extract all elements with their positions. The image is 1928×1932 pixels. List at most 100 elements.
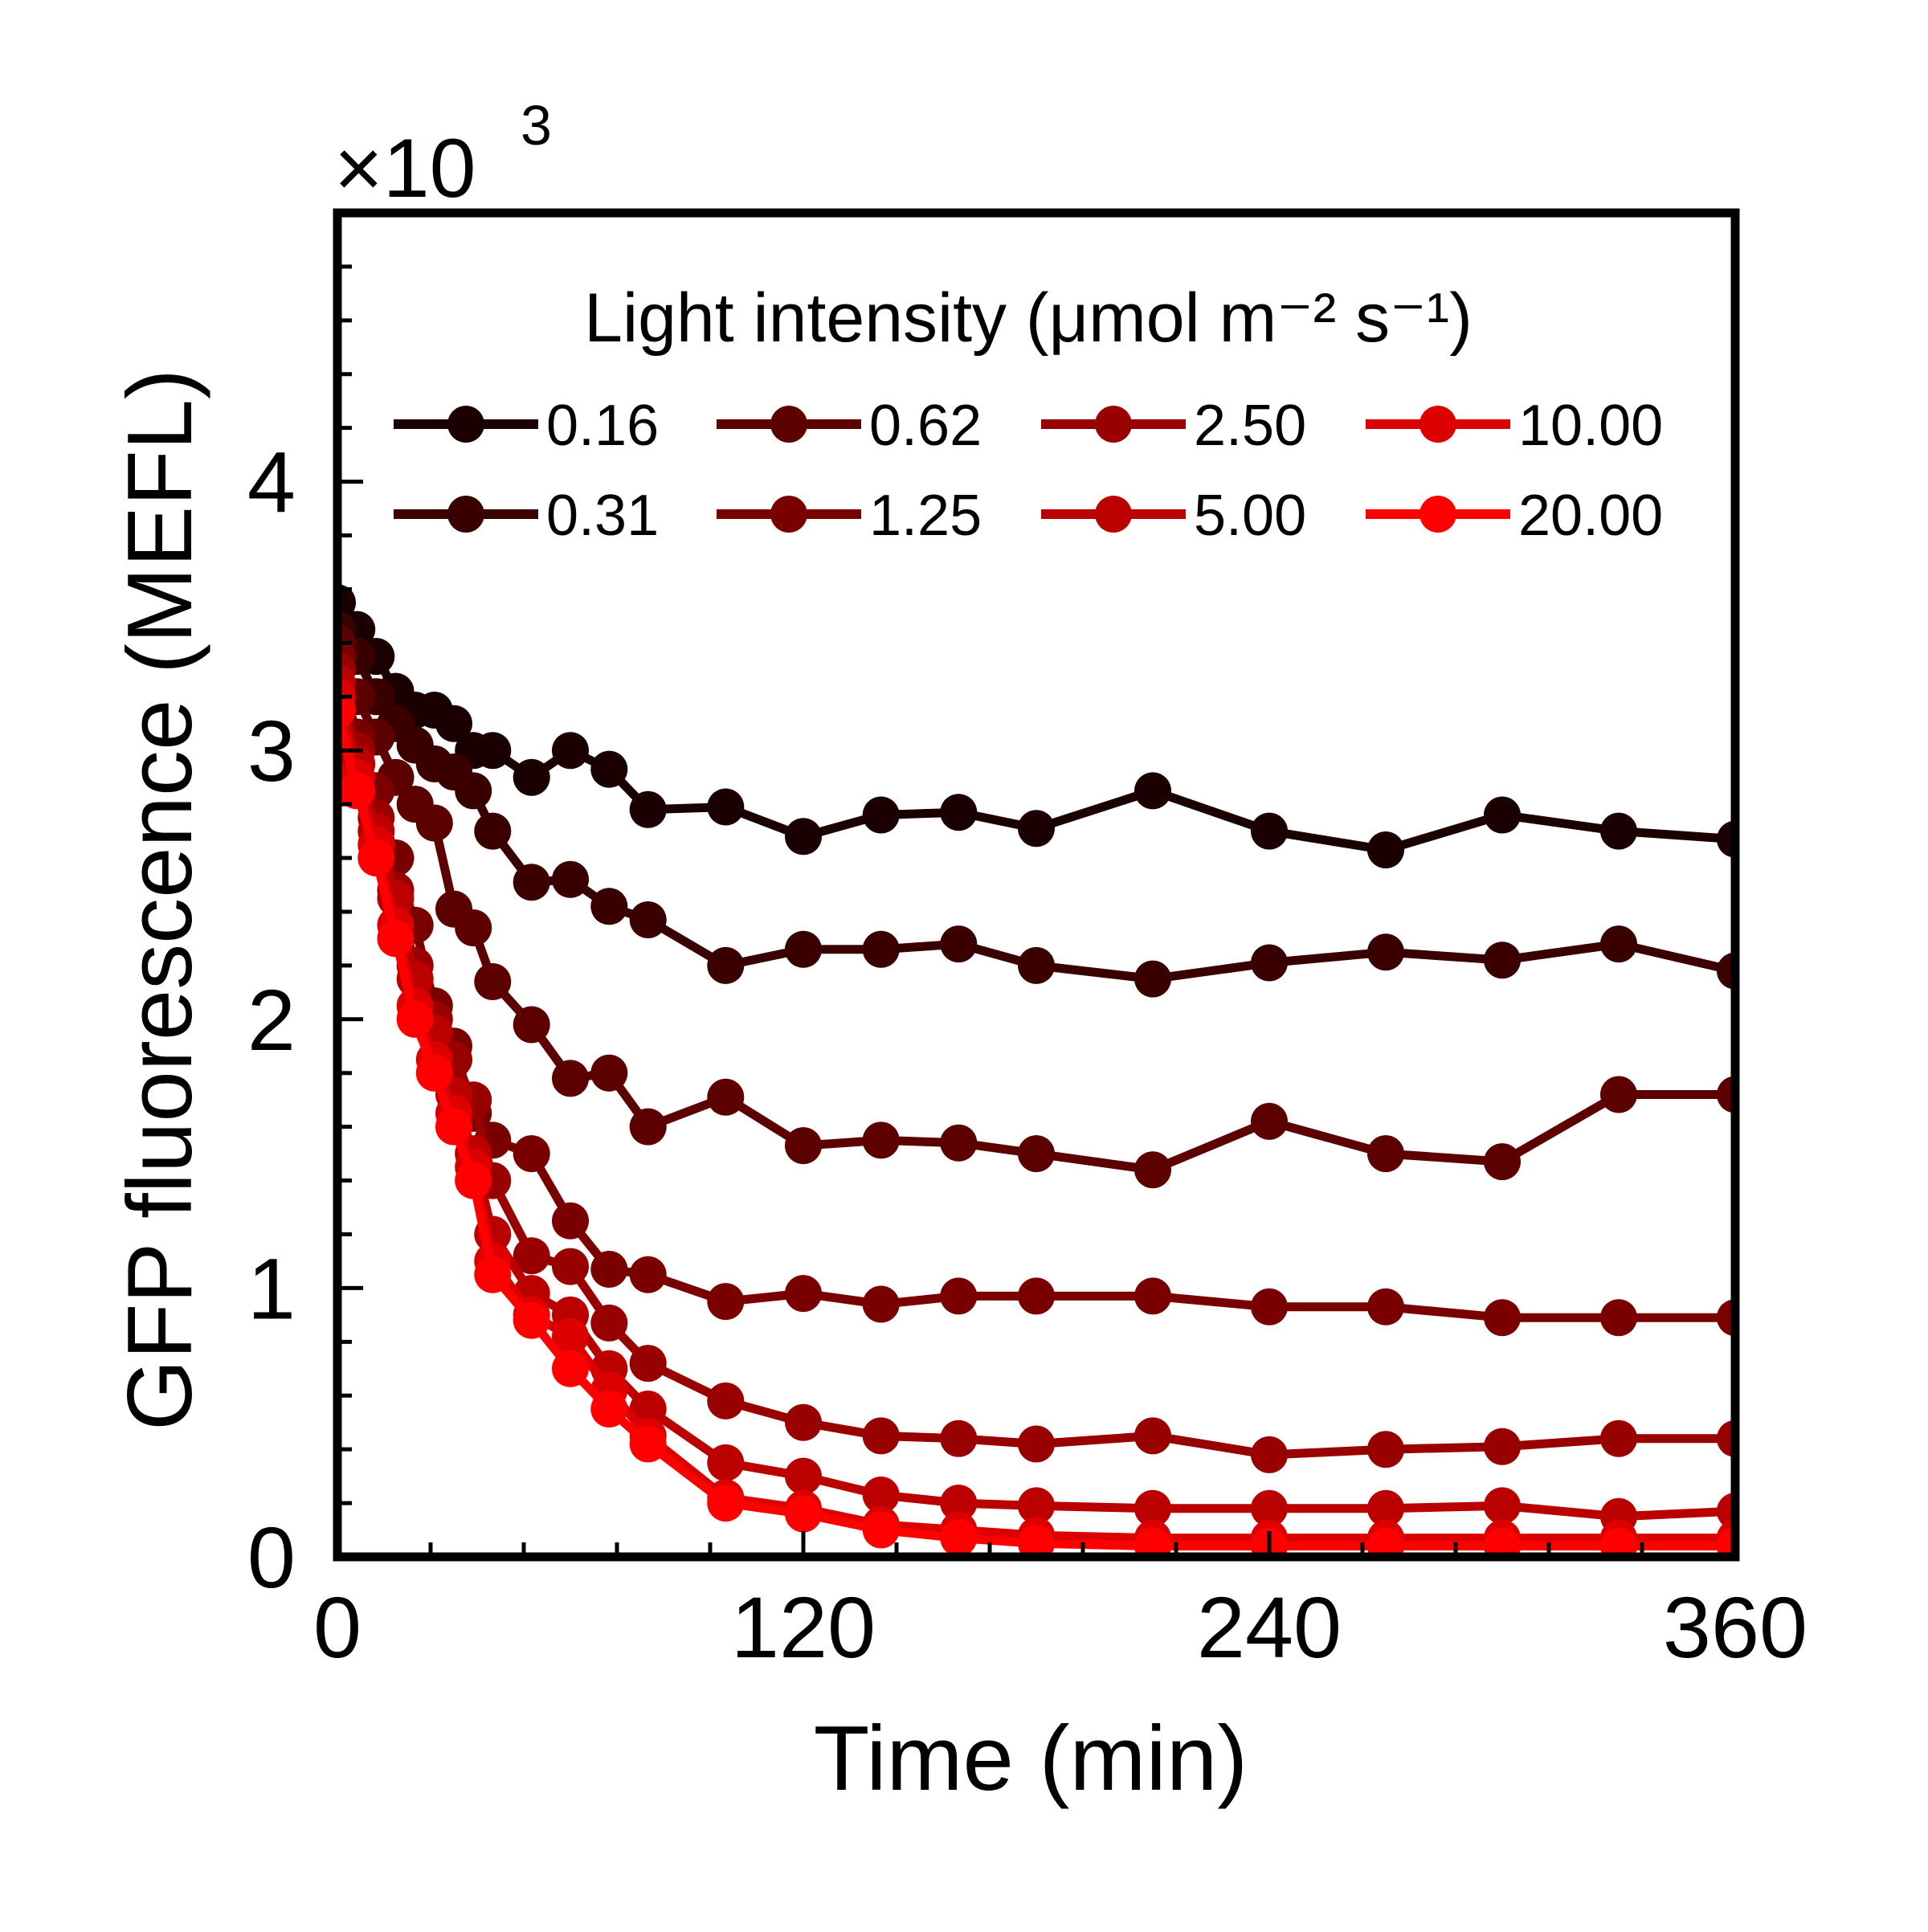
data-point [1018, 1525, 1055, 1557]
data-point [940, 794, 978, 831]
axes-layer: 0 120 240 360 0 1 2 3 4 [247, 208, 1808, 1676]
data-point [707, 1444, 745, 1481]
data-point [357, 839, 395, 876]
data-point [552, 1350, 589, 1387]
data-point [707, 946, 745, 984]
legend-swatch-marker [1095, 406, 1132, 443]
data-point [1018, 1425, 1055, 1463]
data-point [785, 1127, 822, 1165]
series-line-0.62 [337, 641, 1735, 1174]
legend-label: 20.00 [1518, 484, 1663, 548]
y-tick-label: 4 [247, 434, 296, 531]
data-point [455, 1162, 492, 1199]
data-point [629, 790, 667, 828]
data-point [435, 705, 472, 742]
data-point [1600, 1527, 1637, 1557]
legend-swatch-marker [770, 406, 807, 443]
data-point [1367, 1135, 1404, 1173]
x-tick-label: 120 [731, 1579, 876, 1676]
data-point [940, 1485, 978, 1522]
data-point [1484, 1487, 1521, 1525]
data-point [707, 1485, 745, 1522]
y-axis-multiplier: ×10 3 [334, 94, 552, 215]
data-point [513, 1135, 550, 1173]
data-point [1367, 1489, 1404, 1527]
data-point [1251, 1288, 1288, 1325]
data-point [707, 1382, 745, 1419]
data-point [474, 1256, 512, 1293]
data-point [1251, 1436, 1288, 1473]
data-point [785, 1403, 822, 1441]
data-point [455, 909, 492, 946]
data-point [474, 732, 512, 770]
data-point [862, 1285, 900, 1323]
data-point [513, 1301, 550, 1339]
data-point [1018, 810, 1055, 848]
legend-label: 0.62 [869, 394, 982, 458]
data-point [474, 963, 512, 1000]
data-point [940, 1124, 978, 1162]
data-point [1134, 1527, 1171, 1557]
series-0.16 [337, 584, 1735, 868]
data-point [1600, 925, 1637, 963]
data-point [1251, 812, 1288, 850]
data-point [435, 1108, 472, 1146]
legend-swatch-marker [447, 496, 484, 533]
data-point [707, 1078, 745, 1116]
data-point [474, 812, 512, 850]
data-point [1018, 1135, 1055, 1173]
data-point [1484, 796, 1521, 834]
data-point [629, 901, 667, 938]
data-point [513, 1006, 550, 1044]
legend-swatch-marker [1419, 406, 1456, 443]
legend-label: 1.25 [869, 484, 982, 548]
data-point [338, 772, 376, 810]
legend-item-0.62: 0.62 [717, 394, 982, 458]
data-point [455, 772, 492, 810]
legend-label: 5.00 [1194, 484, 1306, 548]
data-point [862, 1417, 900, 1455]
data-point [785, 1275, 822, 1313]
data-point [590, 1391, 628, 1428]
data-point [552, 1248, 589, 1285]
legend-item-5.00: 5.00 [1041, 484, 1306, 548]
data-point [1600, 1419, 1637, 1457]
data-point [1600, 812, 1637, 850]
legend-label: 2.50 [1194, 394, 1306, 458]
data-point [1134, 960, 1171, 998]
legend-swatch-marker [1095, 496, 1132, 533]
series-line-5.00 [337, 682, 1735, 1522]
legend-label: 0.31 [546, 484, 659, 548]
multiplier-exponent: 3 [521, 94, 552, 157]
multiplier-base: ×10 [334, 122, 476, 215]
data-point [1018, 946, 1055, 984]
legend-label: 10.00 [1518, 394, 1663, 458]
series-line-0.31 [337, 627, 1735, 984]
x-axis-title: Time (min) [814, 1708, 1248, 1810]
data-point [1717, 820, 1735, 858]
series-layer [337, 584, 1735, 1557]
data-point [590, 1251, 628, 1288]
data-point [513, 864, 550, 901]
data-point [862, 1121, 900, 1159]
legend-swatch-marker [770, 496, 807, 533]
data-point [785, 1495, 822, 1533]
data-point [862, 796, 900, 834]
data-point [785, 818, 822, 856]
data-point [1251, 1489, 1288, 1527]
data-point [862, 1511, 900, 1549]
data-point [940, 1277, 978, 1315]
data-point [1018, 1277, 1055, 1315]
data-point [1134, 1151, 1171, 1189]
data-point [785, 1457, 822, 1495]
data-point [629, 1345, 667, 1383]
data-point [590, 750, 628, 788]
series-1.25 [337, 638, 1735, 1337]
data-point [1600, 1299, 1637, 1337]
legend-item-10.00: 10.00 [1366, 394, 1663, 458]
data-point [1134, 772, 1171, 810]
data-point [1367, 933, 1404, 971]
data-point [590, 1054, 628, 1092]
y-tick-label: 2 [247, 971, 296, 1068]
